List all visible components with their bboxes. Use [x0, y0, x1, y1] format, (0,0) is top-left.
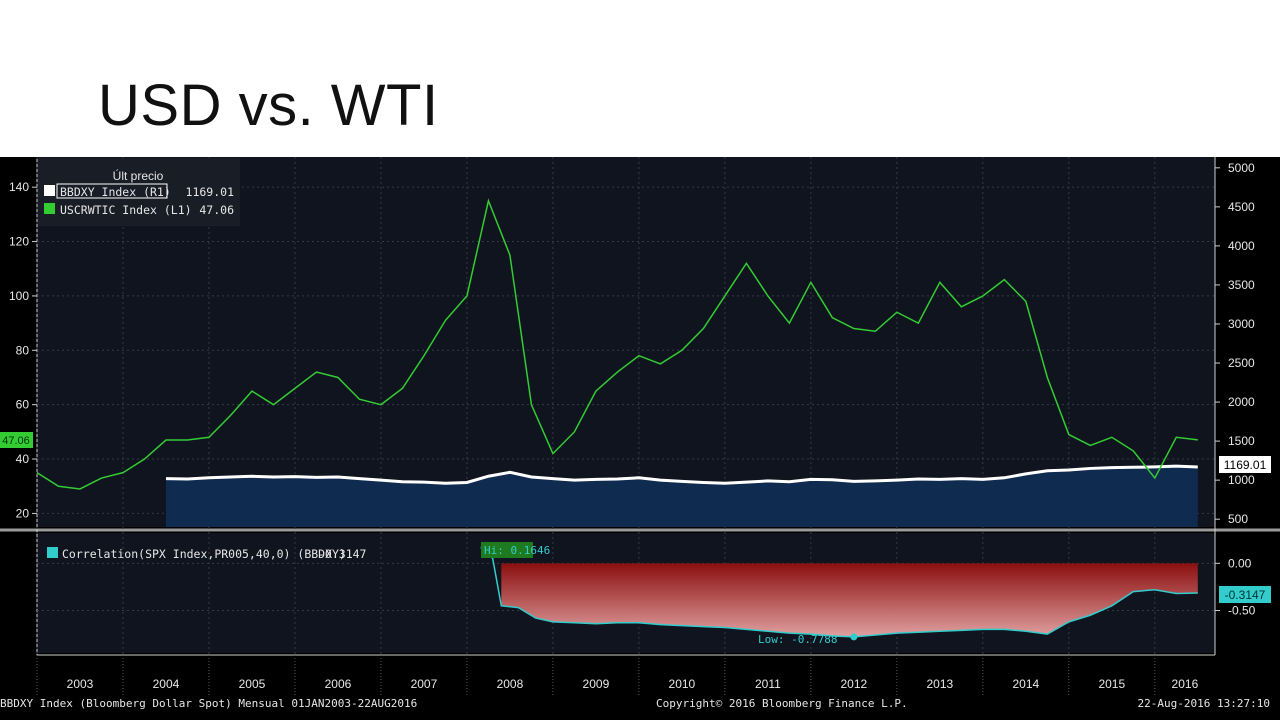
x-tick-label: 2013 [926, 677, 953, 691]
x-tick-label: 2012 [841, 677, 868, 691]
corr-last-tag-text: -0.3147 [1225, 588, 1266, 602]
last-value-tags: 47.06 1169.01 -0.3147 [0, 432, 1271, 603]
legend-value-usd: 1169.01 [186, 185, 235, 199]
right-tick-label: 1500 [1228, 434, 1255, 448]
legend-swatch-wti [44, 203, 55, 214]
right-tick-label: 4500 [1228, 200, 1255, 214]
usd-last-tag-text: 1169.01 [1224, 458, 1267, 472]
legend-box [38, 158, 240, 226]
x-tick-label: 2005 [239, 677, 266, 691]
legend-label-usd: BBDXY Index (R1) [60, 185, 171, 199]
lower-tick-label: -0.50 [1228, 604, 1256, 618]
x-tick-label: 2015 [1098, 677, 1125, 691]
wti-line [36, 198, 1198, 490]
hi-label-bg [481, 542, 533, 558]
left-tick-label: 20 [16, 506, 30, 520]
axis-layer: 2003 2004 2005 2006 2007 2008 2009 2010 2011 2012… [9, 161, 1256, 691]
footer-left: BBDXY Index (Bloomberg Dollar Spot) Mens… [0, 697, 417, 710]
legend: Últ precio BBDXY Index (R1) 1169.01 USCR… [38, 158, 240, 226]
wti-last-tag [0, 432, 33, 448]
correlation-line [483, 547, 1198, 638]
right-tick-label: 500 [1228, 512, 1248, 526]
right-tick-label: 2000 [1228, 395, 1255, 409]
left-tick-label: 140 [9, 180, 29, 194]
x-tick-label: 2014 [1012, 677, 1039, 691]
usd-last-tag [1219, 456, 1271, 473]
left-tick-label: 80 [16, 343, 30, 357]
left-tick-label: 40 [16, 452, 30, 466]
right-tick-label: 4000 [1228, 239, 1255, 253]
low-marker [850, 633, 858, 641]
usd-area [165, 466, 1198, 527]
usd-line [165, 464, 1198, 485]
footer-right: 22-Aug-2016 13:27:10 [1138, 697, 1270, 710]
right-tick-label: 3500 [1228, 278, 1255, 292]
chart-footer: BBDXY Index (Bloomberg Dollar Spot) Mens… [0, 697, 1270, 710]
right-tick-label: 3000 [1228, 317, 1255, 331]
x-tick-label: 2011 [755, 677, 781, 691]
corr-last-tag [1219, 586, 1271, 603]
wti-last-tag-text: 47.06 [2, 435, 30, 447]
legend-swatch-usd [44, 185, 55, 196]
legend-highlight-usd [56, 183, 168, 199]
x-tick-label: 2016 [1172, 677, 1199, 691]
low-label: Low: -0.7788 [758, 633, 837, 646]
legend-title: Últ precio [113, 168, 164, 183]
legend-value-correlation: -0.3147 [318, 547, 367, 561]
line-layer [36, 198, 1198, 641]
lower-legend: Correlation(SPX Index,PR005,40,0) (BBDXY… [47, 547, 367, 561]
correlation-area [501, 563, 1198, 637]
left-tick-label: 60 [16, 398, 30, 412]
area-layer [165, 466, 1198, 637]
x-tick-label: 2009 [583, 677, 610, 691]
x-tick-label: 2010 [669, 677, 696, 691]
slide-title: USD vs. WTI [98, 73, 439, 138]
hi-label: Hi: 0.1646 [484, 544, 550, 557]
right-tick-label: 1000 [1228, 473, 1255, 487]
x-tick-label: 2007 [411, 677, 438, 691]
right-tick-label: 5000 [1228, 161, 1255, 175]
legend-value-wti: 47.06 [199, 203, 234, 217]
x-tick-label: 2006 [325, 677, 352, 691]
left-tick-label: 120 [9, 235, 29, 249]
legend-swatch-correlation [47, 547, 58, 558]
right-tick-label: 2500 [1228, 356, 1255, 370]
left-tick-label: 100 [9, 289, 29, 303]
extreme-annotations: Hi: 0.1646 Low: -0.7788 [481, 542, 837, 646]
legend-label-correlation: Correlation(SPX Index,PR005,40,0) (BBDXY… [62, 547, 346, 561]
x-tick-label: 2004 [153, 677, 180, 691]
lower-tick-label: 0.00 [1228, 556, 1252, 570]
x-tick-label: 2003 [67, 677, 94, 691]
legend-label-wti: USCRWTIC Index (L1) [60, 203, 192, 217]
x-tick-label: 2008 [497, 677, 524, 691]
footer-center: Copyright© 2016 Bloomberg Finance L.P. [656, 697, 908, 710]
